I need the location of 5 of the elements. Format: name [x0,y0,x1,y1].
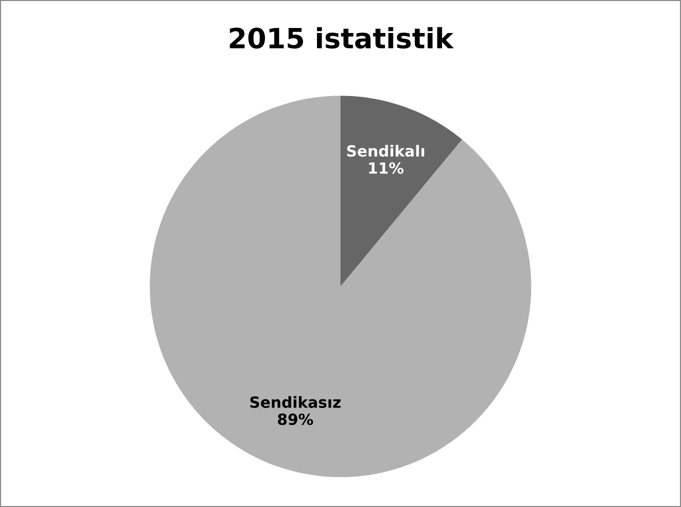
data-label: 89% [278,414,314,426]
data-label: 11% [369,162,404,174]
chart-title: 2015 istatistik [230,27,454,49]
slice-label: Sendikasız [250,396,341,408]
slice-label: Sendikalı [347,144,424,157]
